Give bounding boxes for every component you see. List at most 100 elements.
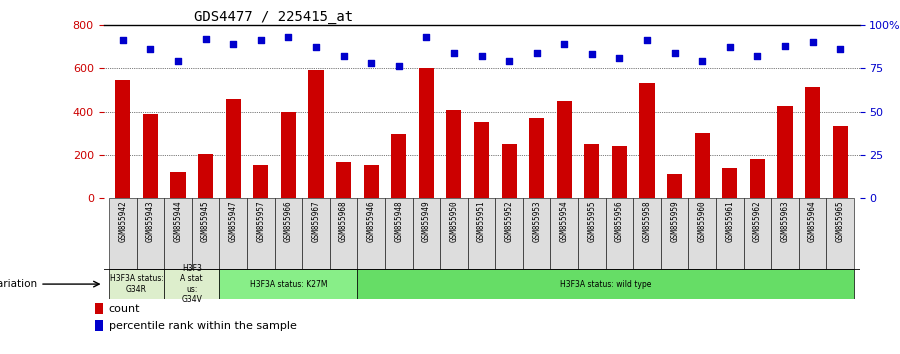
Bar [364, 165, 379, 198]
Text: GSM855966: GSM855966 [284, 200, 292, 242]
Bar [584, 144, 599, 198]
Text: percentile rank within the sample: percentile rank within the sample [109, 321, 297, 331]
Bar [716, 198, 743, 269]
Bar [274, 198, 302, 269]
Text: GSM855943: GSM855943 [146, 200, 155, 242]
Point [281, 34, 295, 40]
Bar [468, 198, 495, 269]
Text: GSM855963: GSM855963 [780, 200, 789, 242]
Point [640, 38, 654, 43]
Text: GSM855959: GSM855959 [670, 200, 680, 242]
Bar [446, 110, 462, 198]
Bar [192, 198, 220, 269]
Text: GSM855945: GSM855945 [201, 200, 210, 242]
Point [337, 53, 351, 59]
Bar [198, 154, 213, 198]
Point [226, 41, 240, 47]
Bar [94, 303, 104, 314]
Bar [640, 83, 654, 198]
Point [115, 38, 130, 43]
Bar [799, 198, 826, 269]
Bar [109, 198, 137, 269]
Bar [612, 146, 627, 198]
Bar [309, 70, 323, 198]
Text: genotype/variation: genotype/variation [0, 279, 37, 289]
Text: GSM855953: GSM855953 [532, 200, 541, 242]
Text: H3F3
A stat
us:
G34V: H3F3 A stat us: G34V [181, 264, 203, 304]
Bar [440, 198, 468, 269]
Bar [336, 162, 351, 198]
Bar [688, 198, 716, 269]
Bar [695, 133, 710, 198]
Point [612, 55, 626, 61]
Bar [226, 98, 241, 198]
Point [309, 45, 323, 50]
Bar [220, 269, 357, 299]
Point [474, 53, 489, 59]
Bar [826, 198, 854, 269]
Bar [412, 198, 440, 269]
Bar [247, 198, 274, 269]
Text: GSM855955: GSM855955 [588, 200, 597, 242]
Bar [164, 269, 220, 299]
Text: count: count [109, 304, 140, 314]
Text: GSM855944: GSM855944 [174, 200, 183, 242]
Text: GSM855962: GSM855962 [753, 200, 762, 242]
Text: H3F3A status: K27M: H3F3A status: K27M [249, 280, 327, 289]
Text: GSM855968: GSM855968 [339, 200, 348, 242]
Bar [832, 126, 848, 198]
Bar [392, 134, 406, 198]
Point [668, 50, 682, 55]
Point [198, 36, 212, 41]
Bar [94, 320, 104, 331]
Text: GSM855948: GSM855948 [394, 200, 403, 242]
Point [833, 46, 848, 52]
Text: GSM855956: GSM855956 [615, 200, 624, 242]
Point [585, 51, 599, 57]
Bar [667, 175, 682, 198]
Text: GDS4477 / 225415_at: GDS4477 / 225415_at [194, 10, 354, 24]
Point [723, 45, 737, 50]
Text: GSM855947: GSM855947 [229, 200, 238, 242]
Bar [606, 198, 634, 269]
Bar [385, 198, 412, 269]
Text: GSM855965: GSM855965 [836, 200, 845, 242]
Point [502, 58, 517, 64]
Text: GSM855951: GSM855951 [477, 200, 486, 242]
Point [171, 58, 185, 64]
Point [778, 43, 792, 48]
Bar [551, 198, 578, 269]
Bar [634, 198, 661, 269]
Point [254, 38, 268, 43]
Bar [418, 68, 434, 198]
Bar [302, 198, 329, 269]
Text: GSM855954: GSM855954 [560, 200, 569, 242]
Bar [109, 269, 164, 299]
Text: GSM855952: GSM855952 [505, 200, 514, 242]
Bar [750, 159, 765, 198]
Bar [771, 198, 799, 269]
Point [364, 60, 378, 66]
Point [446, 50, 461, 55]
Bar [474, 122, 489, 198]
Point [392, 64, 406, 69]
Bar [778, 106, 793, 198]
Text: H3F3A status: wild type: H3F3A status: wild type [560, 280, 652, 289]
Bar [281, 112, 296, 198]
Point [557, 41, 572, 47]
Bar [357, 269, 854, 299]
Bar [722, 168, 737, 198]
Bar [220, 198, 247, 269]
Text: H3F3A status:
G34R: H3F3A status: G34R [110, 274, 164, 294]
Text: GSM855949: GSM855949 [422, 200, 431, 242]
Bar [743, 198, 771, 269]
Bar [501, 144, 517, 198]
Text: GSM855942: GSM855942 [118, 200, 127, 242]
Text: GSM855950: GSM855950 [449, 200, 458, 242]
Bar [115, 80, 130, 198]
Bar [495, 198, 523, 269]
Bar [170, 172, 185, 198]
Bar [137, 198, 164, 269]
Text: GSM855967: GSM855967 [311, 200, 320, 242]
Text: GSM855964: GSM855964 [808, 200, 817, 242]
